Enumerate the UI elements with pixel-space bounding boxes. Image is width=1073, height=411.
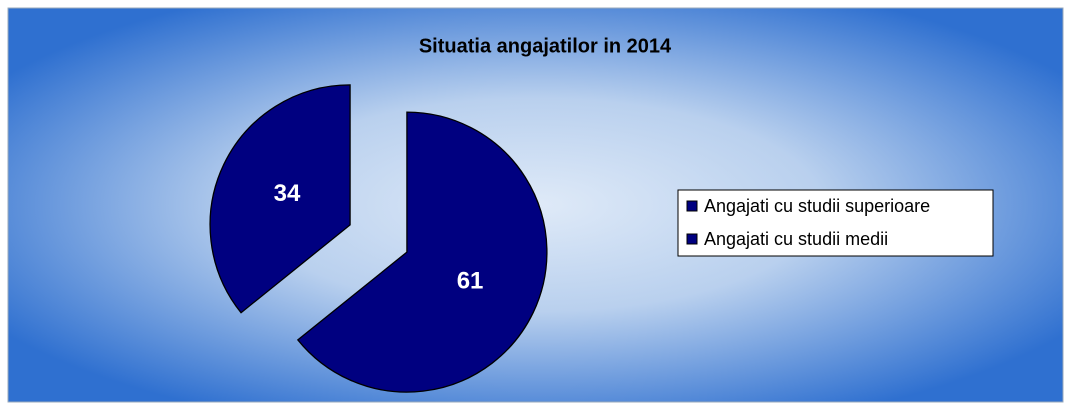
data-label: 34	[274, 180, 301, 207]
pie-slice	[209, 84, 351, 314]
legend-swatch	[686, 200, 698, 212]
chart-title: Situatia angajatilor in 2014	[419, 35, 672, 57]
data-label: 61	[457, 268, 484, 295]
legend-box	[677, 189, 994, 257]
legend	[677, 189, 994, 257]
legend-swatch	[686, 233, 698, 245]
legend-label: Angajati cu studii medii	[704, 229, 888, 249]
legend-label: Angajati cu studii superioare	[704, 196, 930, 216]
pie-slice	[296, 111, 548, 393]
